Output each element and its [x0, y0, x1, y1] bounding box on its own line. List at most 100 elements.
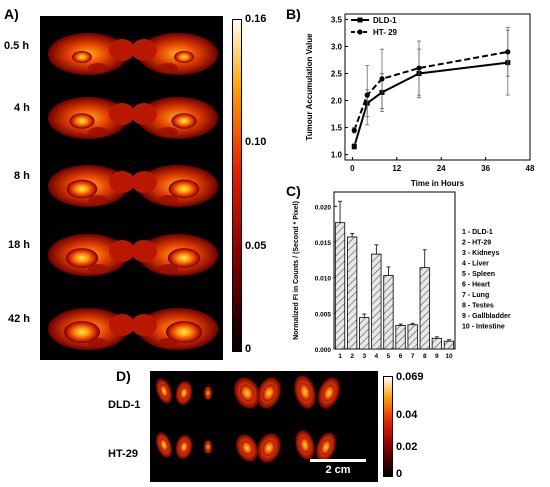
- tumour-hotspot: [66, 179, 98, 199]
- bar-7: [407, 324, 418, 350]
- mouse-leg: [88, 338, 108, 348]
- legend-marker-b: [357, 17, 363, 23]
- mouse-head: [109, 171, 135, 193]
- organ-image: [156, 432, 172, 458]
- mouse-leg: [158, 338, 178, 348]
- colorbar-d-tick-mid: 0.04: [396, 409, 418, 421]
- organ-hotspot: [179, 386, 189, 400]
- organ-image: [294, 375, 316, 409]
- mouse-image: [48, 165, 135, 207]
- legend-item-c: 1 - DLD-1: [462, 229, 493, 236]
- organ-hotspot: [262, 384, 276, 402]
- tumour-hotspot: [72, 50, 92, 64]
- x-tick-label-c: 8: [423, 353, 427, 360]
- mouse-head: [131, 314, 157, 336]
- mouse-image: [131, 33, 218, 75]
- tumour-hotspot: [174, 50, 194, 64]
- tumour-hotspot: [166, 321, 202, 343]
- x-tick-label-c: 4: [375, 353, 379, 360]
- mouse-leg: [158, 63, 178, 73]
- organ-hotspot: [205, 389, 211, 397]
- x-tick-label-b: 36: [481, 164, 490, 173]
- organ-hotspot: [323, 384, 335, 402]
- mouse-head: [131, 240, 157, 262]
- organ-hotspot: [262, 439, 276, 457]
- mouse-image: [131, 234, 218, 276]
- x-tick-label-c: 9: [435, 353, 439, 360]
- time-label-42h: 42 h: [8, 313, 31, 325]
- legend-item-c: 6 - Heart: [462, 282, 491, 289]
- mouse-leg: [88, 63, 108, 73]
- y-tick-label-c: 0.015: [315, 240, 332, 247]
- legend-marker-b: [357, 29, 363, 35]
- organ-image: [204, 440, 212, 454]
- y-tick-label-c: 0.010: [315, 276, 332, 283]
- tumour-hotspot: [171, 113, 197, 129]
- row-label-dld1: DLD-1: [108, 399, 141, 411]
- mouse-imaging-panel: [40, 16, 223, 360]
- time-label-0-5h: 0.5 h: [4, 40, 30, 52]
- x-tick-label-c: 5: [387, 353, 391, 360]
- y-tick-label-b: 3.0: [331, 42, 343, 51]
- mouse-image: [131, 97, 218, 139]
- organ-imaging-panel: 2 cm: [150, 371, 378, 482]
- panel-d-label: D): [116, 368, 131, 384]
- data-point-b: [364, 92, 370, 98]
- row-label-ht29: HT-29: [108, 448, 138, 460]
- x-tick-label-b: 48: [526, 164, 535, 173]
- organ-hotspot: [205, 443, 211, 451]
- organ-image: [257, 433, 281, 463]
- bar-3: [359, 317, 370, 350]
- mouse-leg: [88, 127, 108, 137]
- mouse-image: [48, 234, 135, 276]
- legend-item-c: 2 - HT-29: [462, 240, 491, 247]
- legend-item-c: 7 - Lung: [462, 292, 489, 299]
- colorbar-d-tick-low: 0.02: [396, 441, 418, 453]
- time-label-8h: 8 h: [14, 170, 30, 182]
- mouse-image: [131, 308, 218, 350]
- organ-image: [204, 386, 212, 400]
- x-axis-label-b: Time in Hours: [411, 179, 465, 188]
- organ-hotspot: [179, 440, 189, 454]
- time-label-4h: 4 h: [14, 102, 30, 114]
- organ-image: [318, 377, 340, 409]
- x-tick-label-b: 12: [392, 164, 401, 173]
- scalebar-label: 2 cm: [325, 464, 350, 476]
- legend-item-c: 9 - Gallbladder: [462, 313, 511, 320]
- mouse-leg: [158, 127, 178, 137]
- bar-1: [334, 222, 346, 350]
- organ-hotspot: [299, 436, 311, 454]
- legend-item-c: 5 - Spleen: [462, 271, 495, 278]
- y-tick-label-b: 2.5: [331, 69, 343, 78]
- organ-hotspot: [320, 439, 332, 455]
- y-tick-label-c: 0.020: [315, 204, 332, 211]
- organ-image: [156, 378, 172, 404]
- time-label-18h: 18 h: [8, 239, 31, 251]
- x-tick-label-c: 7: [411, 353, 415, 360]
- colorbar-d: [383, 376, 393, 477]
- y-axis-label-c: Normalized FI in Counts / (Second * Pixe…: [293, 201, 300, 340]
- panel-b-label: B): [286, 6, 301, 22]
- colorbar-d-tick-zero: 0: [396, 468, 403, 480]
- mouse-head: [109, 314, 135, 336]
- data-point-b: [351, 127, 357, 133]
- plot-frame-c: [333, 191, 456, 350]
- organ-hotspot: [159, 438, 169, 452]
- bar-6: [395, 325, 406, 350]
- colorbar-a-tick-mid: 0.10: [245, 136, 267, 148]
- mouse-head: [109, 103, 135, 125]
- legend-item-c: 4 - Liver: [462, 261, 489, 268]
- y-tick-label-b: 1.5: [331, 124, 343, 133]
- organ-image: [236, 434, 258, 462]
- mouse-image: [48, 97, 135, 139]
- organ-image: [295, 430, 315, 460]
- bar-4: [371, 253, 382, 350]
- y-tick-label-b: 2.0: [331, 97, 343, 106]
- organ-hotspot: [159, 384, 169, 398]
- mouse-head: [109, 39, 135, 61]
- mouse-leg: [88, 264, 108, 274]
- mouse-leg: [158, 264, 178, 274]
- scalebar: [310, 459, 366, 462]
- x-tick-label-c: 3: [362, 353, 366, 360]
- organ-hotspot: [239, 384, 255, 402]
